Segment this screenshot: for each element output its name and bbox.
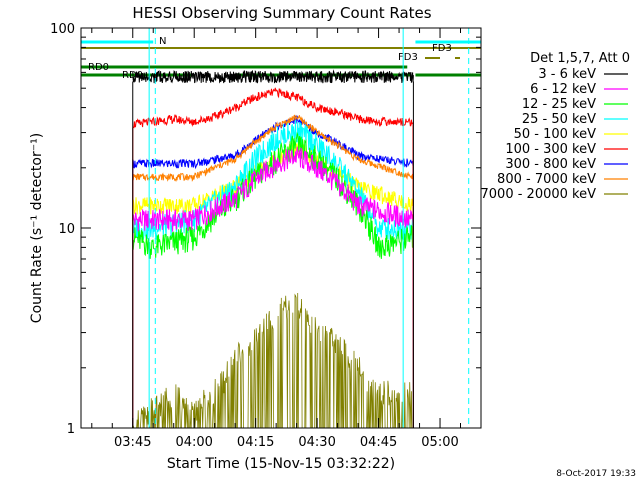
legend-label: 50 - 100 keV	[514, 127, 597, 142]
x-tick-label: 04:30	[298, 435, 335, 450]
series-line	[132, 146, 414, 429]
flag-label-n: N	[159, 36, 166, 47]
series-line	[132, 292, 414, 429]
x-axis-label: Start Time (15-Nov-15 03:32:22)	[167, 456, 395, 472]
y-tick-label: 10	[58, 222, 75, 237]
x-tick-label: 04:15	[237, 435, 274, 450]
legend-label: 100 - 300 keV	[505, 142, 596, 157]
legend-label: 800 - 7000 keV	[497, 172, 596, 187]
legend-label: 6 - 12 keV	[530, 82, 596, 97]
legend-label: 7000 - 20000 keV	[481, 187, 597, 202]
x-tick-label: 04:00	[175, 435, 212, 450]
footer-date: 8-Oct-2017 19:33	[556, 469, 636, 479]
y-tick-label: 100	[50, 22, 75, 37]
legend-label: 300 - 800 keV	[505, 157, 596, 172]
legend-label: 25 - 50 keV	[522, 112, 596, 127]
x-tick-label: 05:00	[421, 435, 458, 450]
chart-title: HESSI Observing Summary Count Rates	[132, 4, 431, 22]
y-axis-label: Count Rate (s⁻¹ detector⁻¹)	[29, 133, 45, 323]
series-line	[132, 114, 414, 429]
legend-label: 12 - 25 keV	[522, 97, 596, 112]
series-line-top	[132, 69, 414, 84]
legend-label: 3 - 6 keV	[538, 67, 596, 82]
flag-label-rd0: RD0	[88, 62, 109, 73]
legend-header: Det 1,5,7, Att 0	[530, 51, 630, 66]
axis-ticks: 1 10 100 03:45 04:00 04:15 04:30 04:45 05:00	[50, 22, 481, 450]
flag-label-fd3-2: FD3	[398, 52, 418, 63]
y-tick-label: 1	[67, 422, 75, 437]
series-line	[132, 140, 414, 429]
flag-label-fd3: FD3	[432, 43, 452, 54]
series-line	[132, 87, 414, 429]
x-tick-label: 03:45	[114, 435, 151, 450]
x-tick-label: 04:45	[360, 435, 397, 450]
